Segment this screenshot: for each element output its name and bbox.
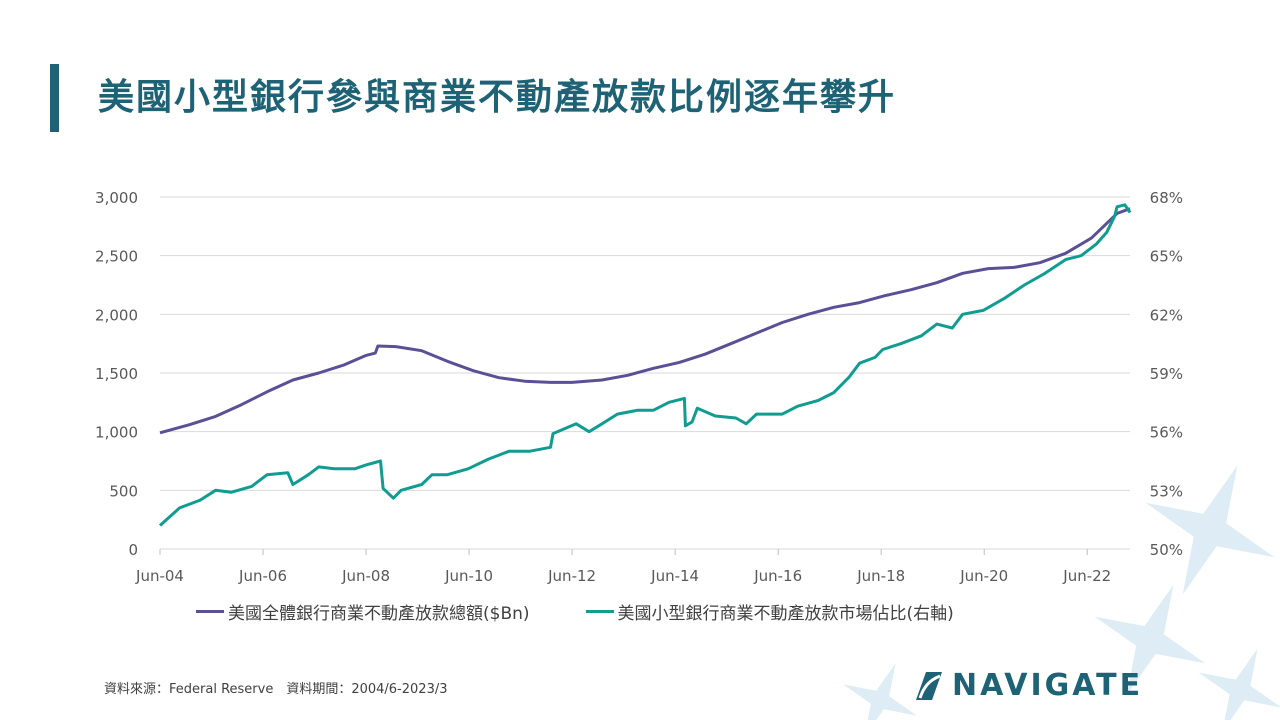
y-right-tick-label: 65% [1150,248,1183,266]
series-lines [158,203,1132,527]
decor-shape-2 [1094,584,1206,696]
y-right-tick-label: 62% [1150,306,1183,324]
y-right-tick-label: 50% [1150,541,1183,559]
axes: 0 50% 500 53% 1,000 56% 1,500 59% 2,000 62% 2,500 6… [95,189,1183,585]
y-left-tick-label: 500 [109,482,138,500]
y-left-tick-label: 3,000 [95,189,138,207]
y-right-tick-label: 68% [1150,189,1183,207]
y-left-tick-label: 2,000 [95,306,138,324]
x-tick-label: Jun-16 [753,567,802,585]
x-tick-label: Jun-10 [444,567,493,585]
decorative-background-shapes [843,465,1280,720]
y-right-tick-label: 59% [1150,365,1183,383]
x-tick-label: Jun-20 [959,567,1008,585]
decor-shape-3 [1198,648,1280,720]
decor-shape-4 [843,663,917,720]
source-note: 資料來源：Federal Reserve 資料期間：2004/6-2023/3 [104,682,448,697]
navigate-logo-text: NAVIGATE [952,668,1144,703]
y-left-tick-label: 2,500 [95,248,138,266]
legend-item-share: 美國小型銀行商業不動產放款市場佔比(右軸) [585,599,954,624]
legend: 美國全體銀行商業不動產放款總額($Bn) 美國小型銀行商業不動產放款市場佔比(右… [196,599,1010,624]
series-line-share [158,203,1132,527]
y-left-tick-label: 0 [128,541,138,559]
series-line-total [159,207,1131,435]
navigate-logo-icon [916,671,942,700]
y-right-tick-label: 53% [1150,482,1183,500]
x-tick-label: Jun-12 [547,567,596,585]
decor-shape-1 [1145,465,1275,595]
legend-label-total: 美國全體銀行商業不動產放款總額($Bn) [228,604,530,624]
x-tick-label: Jun-04 [135,567,184,585]
y-right-tick-label: 56% [1150,424,1183,442]
title-accent-bar [50,64,59,132]
page-title: 美國小型銀行參與商業不動產放款比例逐年攀升 [98,77,897,118]
gridlines [160,196,1130,550]
legend-swatch-share [585,610,614,613]
legend-item-total: 美國全體銀行商業不動產放款總額($Bn) [196,599,530,624]
x-tick-label: Jun-18 [856,567,905,585]
navigate-logo: NAVIGATE [914,668,1143,703]
legend-swatch-total [196,610,224,613]
y-left-tick-label: 1,000 [95,424,138,442]
legend-label-share: 美國小型銀行商業不動產放款市場佔比(右軸) [617,604,954,624]
x-tick-label: Jun-08 [341,567,390,585]
x-tick-label: Jun-22 [1062,567,1111,585]
x-tick-label: Jun-14 [650,567,699,585]
x-tick-label: Jun-06 [238,567,287,585]
y-left-tick-label: 1,500 [95,365,138,383]
